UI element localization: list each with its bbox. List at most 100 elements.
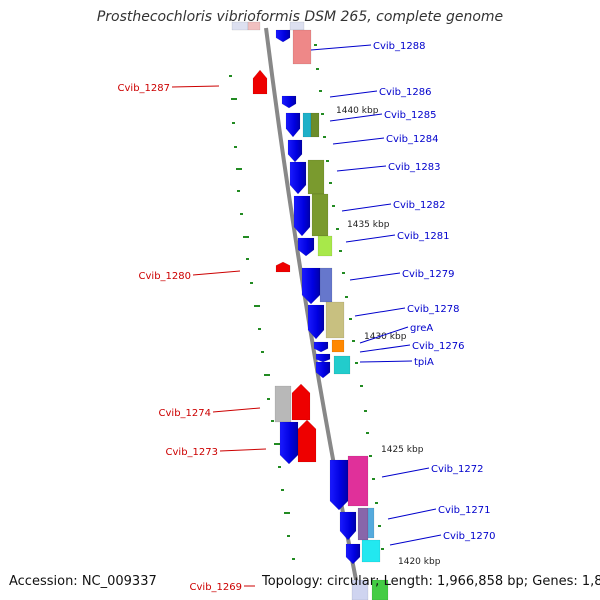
leader-line <box>359 326 409 344</box>
cds-arrow[interactable] <box>289 161 307 195</box>
gene-label-right[interactable]: Cvib_1276 <box>412 341 464 352</box>
leader-line <box>354 307 406 317</box>
cds-arrow[interactable] <box>275 261 291 273</box>
gene-label-left[interactable]: Cvib_1274 <box>159 408 211 419</box>
tick-mark <box>271 420 274 422</box>
cds-arrow[interactable] <box>281 95 297 109</box>
tick-mark <box>254 305 260 307</box>
gene-feature[interactable] <box>289 21 305 31</box>
cds-arrow[interactable] <box>313 341 329 353</box>
gene-label-right[interactable]: Cvib_1279 <box>402 269 454 280</box>
gene-feature[interactable] <box>357 507 369 541</box>
tick-mark <box>236 168 242 170</box>
tick-mark <box>364 410 367 412</box>
leader-line <box>349 272 401 281</box>
gene-feature[interactable] <box>231 21 249 31</box>
gene-label-left[interactable]: Cvib_1273 <box>166 447 218 458</box>
tick-mark <box>243 236 249 238</box>
tick-mark <box>284 512 290 514</box>
cds-arrow[interactable] <box>329 459 349 511</box>
kbp-markers: 1440 kbp 1435 kbp 1430 kbp 1425 kbp 1420 kbp <box>336 106 441 567</box>
gene-feature[interactable] <box>367 507 375 539</box>
tick-mark <box>278 466 281 468</box>
gene-feature[interactable] <box>307 159 325 195</box>
gene-label-left[interactable]: Cvib_1269 <box>190 582 242 593</box>
cds-arrow[interactable] <box>315 361 331 379</box>
leader-line <box>389 534 442 546</box>
gene-label-right[interactable]: Cvib_1288 <box>373 41 425 52</box>
gene-feature[interactable] <box>331 339 345 353</box>
cds-arrow[interactable] <box>275 29 291 43</box>
tick-mark <box>321 113 324 115</box>
topology-label: Topology: circular; Length: 1,966,858 bp… <box>262 574 600 589</box>
gene-label-right[interactable]: Cvib_1281 <box>397 231 449 242</box>
gene-feature[interactable] <box>319 267 333 303</box>
tick-mark <box>232 122 235 124</box>
gene-label-left[interactable]: Cvib_1287 <box>118 83 170 94</box>
cds-arrow[interactable] <box>297 419 317 463</box>
cds-arrow[interactable] <box>279 421 299 465</box>
tick-mark <box>375 502 378 504</box>
tick-mark <box>326 160 329 162</box>
outer-ticks-left <box>229 75 295 560</box>
cds-arrow[interactable] <box>297 237 315 257</box>
cds-arrow[interactable] <box>301 267 321 305</box>
gene-feature[interactable] <box>310 112 320 138</box>
accession-label: Accession: NC_009337 <box>9 574 157 589</box>
tick-mark <box>314 44 317 46</box>
gene-label-right[interactable]: Cvib_1283 <box>388 162 440 173</box>
gene-label-right[interactable]: Cvib_1282 <box>393 200 445 211</box>
gene-feature[interactable] <box>317 235 333 257</box>
gene-feature[interactable] <box>325 301 345 339</box>
cds-arrow[interactable] <box>291 383 311 421</box>
tick-mark <box>352 340 355 342</box>
genome-title: Prosthecochloris vibrioformis DSM 265, c… <box>96 9 504 25</box>
tick-mark <box>342 272 345 274</box>
feature-track <box>231 21 389 600</box>
gene-feature[interactable] <box>247 21 261 31</box>
cds-arrow[interactable] <box>315 353 331 363</box>
tick-mark <box>234 146 237 148</box>
cds-arrow[interactable] <box>287 139 303 163</box>
gene-feature[interactable] <box>302 112 312 138</box>
gene-label-right[interactable]: Cvib_1272 <box>431 464 483 475</box>
cds-arrow[interactable] <box>339 511 357 541</box>
tick-mark <box>378 525 381 527</box>
gene-label-right[interactable]: Cvib_1271 <box>438 505 490 516</box>
gene-feature[interactable] <box>292 29 312 65</box>
cds-arrow[interactable] <box>307 304 325 340</box>
leader-line <box>329 113 383 122</box>
gene-label-right[interactable]: Cvib_1278 <box>407 304 459 315</box>
gene-label-right[interactable]: greA <box>410 323 433 334</box>
cds-arrow[interactable] <box>285 112 301 138</box>
tick-mark <box>250 282 253 284</box>
gene-feature[interactable] <box>274 385 292 423</box>
cds-arrow[interactable] <box>293 195 311 237</box>
gene-label-right[interactable]: Cvib_1286 <box>379 87 431 98</box>
gene-feature[interactable] <box>351 579 369 600</box>
gene-label-left[interactable]: Cvib_1280 <box>139 271 191 282</box>
tick-mark <box>292 558 295 560</box>
tick-mark <box>258 328 261 330</box>
gene-feature[interactable] <box>311 193 329 237</box>
gene-label-right[interactable]: Cvib_1285 <box>384 110 436 121</box>
leader-line <box>381 467 430 478</box>
gene-feature[interactable] <box>371 579 389 600</box>
leader-line <box>329 90 378 98</box>
gene-feature[interactable] <box>361 539 381 563</box>
cds-arrow[interactable] <box>345 543 361 565</box>
tick-mark <box>274 443 280 445</box>
cds-arrow[interactable] <box>252 69 268 95</box>
leader-line <box>332 137 385 145</box>
gene-label-right[interactable]: Cvib_1270 <box>443 531 495 542</box>
kbp-label: 1430 kbp <box>364 332 407 342</box>
tick-mark <box>281 489 284 491</box>
gene-label-right[interactable]: Cvib_1284 <box>386 134 438 145</box>
tick-mark <box>264 374 270 376</box>
gene-label-right[interactable]: tpiA <box>414 357 434 368</box>
tick-mark <box>360 385 363 387</box>
gene-feature[interactable] <box>347 455 369 507</box>
gene-feature[interactable] <box>333 355 351 375</box>
tick-mark <box>261 351 264 353</box>
